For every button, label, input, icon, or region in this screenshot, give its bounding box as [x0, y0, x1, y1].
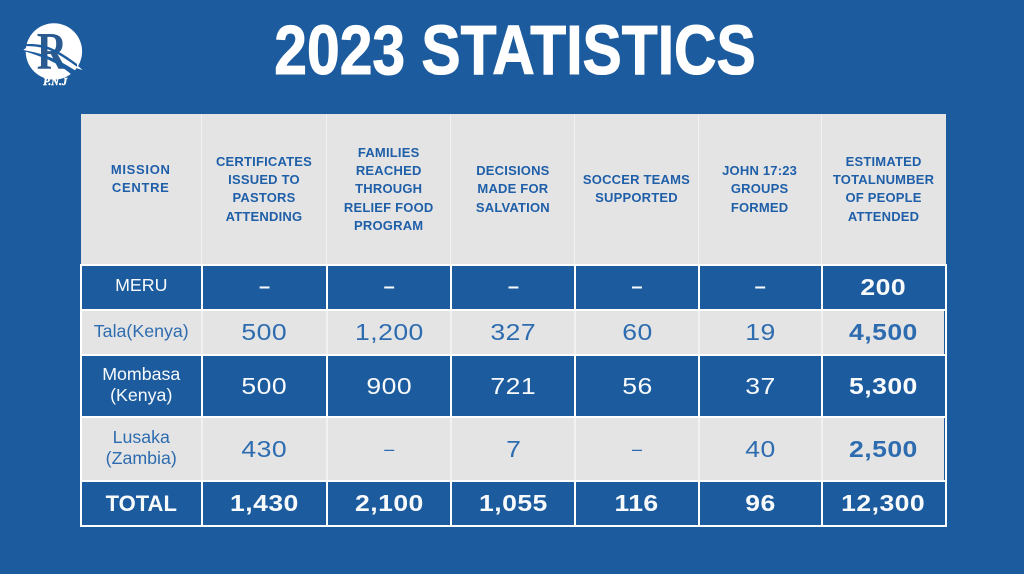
svg-text:R: R — [37, 22, 68, 81]
svg-text:P.N.J: P.N.J — [43, 77, 68, 88]
